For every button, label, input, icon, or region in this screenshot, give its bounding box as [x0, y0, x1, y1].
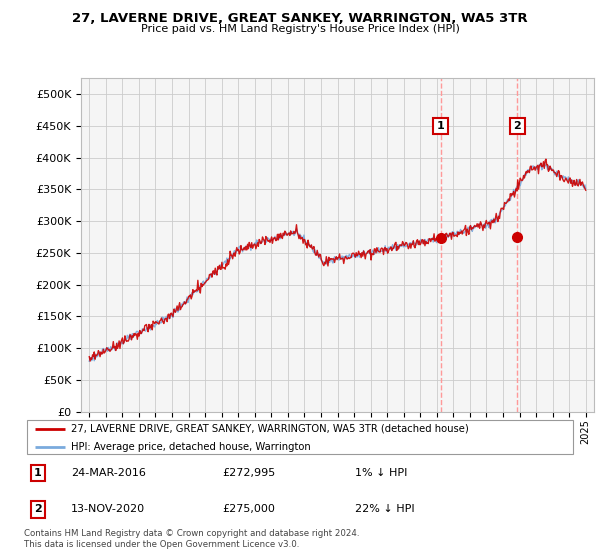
Text: 22% ↓ HPI: 22% ↓ HPI: [355, 505, 415, 515]
FancyBboxPatch shape: [27, 420, 573, 455]
Text: Contains HM Land Registry data © Crown copyright and database right 2024.
This d: Contains HM Land Registry data © Crown c…: [24, 529, 359, 549]
Text: 13-NOV-2020: 13-NOV-2020: [71, 505, 145, 515]
Text: £275,000: £275,000: [223, 505, 275, 515]
Text: 2: 2: [34, 505, 41, 515]
Text: 2: 2: [514, 121, 521, 131]
Text: 1: 1: [437, 121, 445, 131]
Text: 24-MAR-2016: 24-MAR-2016: [71, 468, 146, 478]
Text: 27, LAVERNE DRIVE, GREAT SANKEY, WARRINGTON, WA5 3TR (detached house): 27, LAVERNE DRIVE, GREAT SANKEY, WARRING…: [71, 424, 469, 434]
Text: 1: 1: [34, 468, 41, 478]
Text: £272,995: £272,995: [223, 468, 276, 478]
Text: 27, LAVERNE DRIVE, GREAT SANKEY, WARRINGTON, WA5 3TR: 27, LAVERNE DRIVE, GREAT SANKEY, WARRING…: [72, 12, 528, 25]
Text: 1% ↓ HPI: 1% ↓ HPI: [355, 468, 407, 478]
Text: Price paid vs. HM Land Registry's House Price Index (HPI): Price paid vs. HM Land Registry's House …: [140, 24, 460, 34]
Text: HPI: Average price, detached house, Warrington: HPI: Average price, detached house, Warr…: [71, 442, 311, 452]
